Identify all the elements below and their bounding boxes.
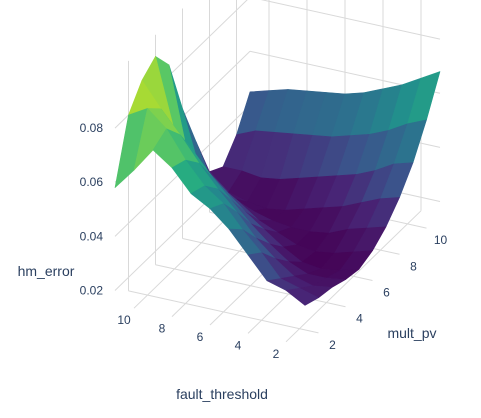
tick-labels: 2 4 6 8 10 2 4 6 8 10 0.02 0.04 0.06 0.08 xyxy=(80,121,448,361)
z-tick-label: 0.02 xyxy=(80,283,104,297)
x-tick-label: 8 xyxy=(159,322,166,336)
z-tick-label: 0.08 xyxy=(80,121,104,135)
x-tick-label: 4 xyxy=(235,338,242,352)
y-tick-label: 4 xyxy=(356,312,363,326)
y-tick-label: 6 xyxy=(383,286,390,300)
z-tick-label: 0.06 xyxy=(80,175,104,189)
y-tick-label: 2 xyxy=(329,338,336,352)
y-tick-label: 8 xyxy=(410,259,417,273)
x-axis-title: fault_threshold xyxy=(176,386,268,402)
surface-mesh xyxy=(114,56,441,306)
y-tick-label: 10 xyxy=(434,233,448,247)
axis-titles: fault_threshold mult_pv hm_error xyxy=(18,263,437,402)
x-tick-label: 6 xyxy=(197,330,204,344)
surface-cell xyxy=(285,287,319,306)
y-gridline-floor xyxy=(128,290,319,334)
x-tick-label: 2 xyxy=(273,347,280,361)
y-axis-title: mult_pv xyxy=(387,325,436,341)
x-tick-label: 10 xyxy=(117,313,131,327)
z-gridline-right-wall xyxy=(260,0,441,40)
z-axis-title: hm_error xyxy=(18,263,75,279)
z-tick-label: 0.04 xyxy=(80,229,104,243)
